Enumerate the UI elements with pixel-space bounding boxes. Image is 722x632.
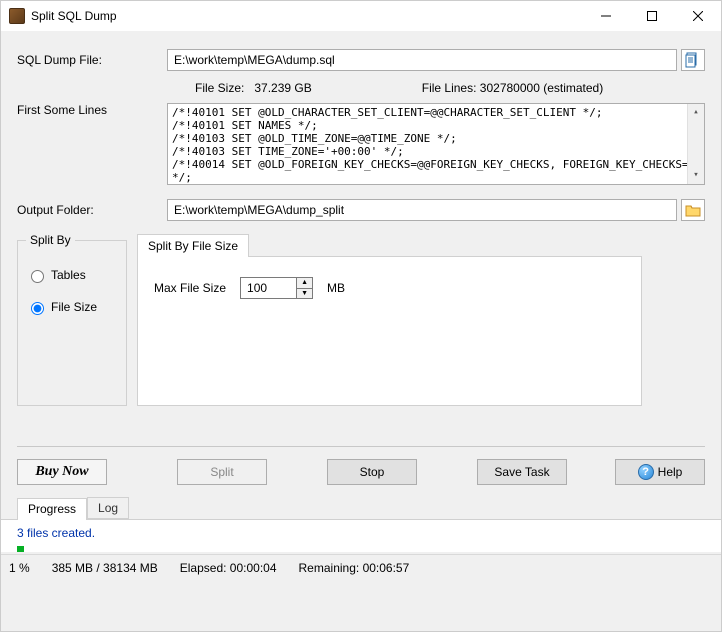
status-line: 1 % 385 MB / 38134 MB Elapsed: 00:00:04 … bbox=[1, 554, 721, 581]
client-area: SQL Dump File: File Size: 37.239 GB File… bbox=[1, 31, 721, 631]
split-by-group: Split By Tables File Size bbox=[17, 233, 127, 406]
spinner-down-icon[interactable]: ▼ bbox=[297, 289, 312, 299]
help-button[interactable]: ? Help bbox=[615, 459, 705, 485]
save-task-button[interactable]: Save Task bbox=[477, 459, 567, 485]
status-message: 3 files created. bbox=[17, 526, 705, 540]
window-title: Split SQL Dump bbox=[31, 9, 117, 23]
preview-line: /*!40103 SET @OLD_TIME_ZONE=@@TIME_ZONE … bbox=[172, 132, 700, 145]
tab-progress[interactable]: Progress bbox=[17, 498, 87, 520]
elapsed-label: Elapsed: bbox=[180, 561, 227, 575]
preview-line: /*!40103 SET TIME_ZONE='+00:00' */; bbox=[172, 145, 700, 158]
maximize-button[interactable] bbox=[629, 1, 675, 31]
output-folder-input[interactable] bbox=[167, 199, 677, 221]
file-size-label: File Size: bbox=[195, 81, 244, 95]
preview-box[interactable]: /*!40101 SET @OLD_CHARACTER_SET_CLIENT=@… bbox=[167, 103, 705, 185]
tab-split-by-filesize[interactable]: Split By File Size bbox=[137, 234, 249, 257]
remaining-value: 00:06:57 bbox=[363, 561, 410, 575]
preview-line: /*!40101 SET @OLD_CHARACTER_SET_CLIENT=@… bbox=[172, 106, 700, 119]
radio-filesize-input[interactable] bbox=[31, 302, 44, 315]
sql-dump-label: SQL Dump File: bbox=[17, 53, 167, 67]
tab-log[interactable]: Log bbox=[87, 497, 129, 519]
status-bytes: 385 MB / 38134 MB bbox=[52, 561, 158, 575]
status-area: 3 files created. bbox=[1, 519, 721, 552]
app-icon bbox=[9, 8, 25, 24]
file-lines-value: 302780000 (estimated) bbox=[480, 81, 603, 95]
status-percent: 1 % bbox=[9, 561, 30, 575]
max-file-size-spinner[interactable]: ▲ ▼ bbox=[240, 277, 313, 299]
preview-line: /*!40101 SET NAMES */; bbox=[172, 119, 700, 132]
radio-filesize-label: File Size bbox=[51, 300, 97, 314]
preview-line: /*!40014 SET @OLD_FOREIGN_KEY_CHECKS=@@F… bbox=[172, 158, 700, 184]
remaining-label: Remaining: bbox=[299, 561, 360, 575]
preview-line: /*!40101 SET @OLD_SQL_MODE=@@SQL_MODE, S… bbox=[172, 184, 700, 185]
output-folder-label: Output Folder: bbox=[17, 203, 167, 217]
split-tab-body: Max File Size ▲ ▼ MB bbox=[137, 256, 642, 406]
preview-scrollbar[interactable]: ▴ ▾ bbox=[687, 104, 704, 184]
scroll-down-icon[interactable]: ▾ bbox=[688, 167, 704, 184]
stop-button[interactable]: Stop bbox=[327, 459, 417, 485]
sql-dump-input[interactable] bbox=[167, 49, 677, 71]
file-size-value: 37.239 GB bbox=[254, 81, 311, 95]
progress-fill bbox=[17, 546, 24, 552]
help-icon: ? bbox=[638, 464, 654, 480]
file-info: File Size: 37.239 GB File Lines: 3027800… bbox=[167, 77, 705, 103]
max-file-size-input[interactable] bbox=[240, 277, 296, 299]
max-file-size-unit: MB bbox=[327, 281, 345, 295]
radio-filesize[interactable]: File Size bbox=[26, 299, 118, 315]
close-button[interactable] bbox=[675, 1, 721, 31]
scroll-up-icon[interactable]: ▴ bbox=[688, 104, 704, 121]
button-row: Buy Now Split Stop Save Task ? Help bbox=[17, 459, 705, 485]
minimize-button[interactable] bbox=[583, 1, 629, 31]
progress-bar bbox=[17, 546, 705, 552]
spinner-up-icon[interactable]: ▲ bbox=[297, 278, 312, 289]
radio-tables[interactable]: Tables bbox=[26, 267, 118, 283]
buy-now-button[interactable]: Buy Now bbox=[17, 459, 107, 485]
file-lines-label: File Lines: bbox=[422, 81, 477, 95]
help-button-label: Help bbox=[658, 465, 683, 479]
first-lines-label: First Some Lines bbox=[17, 103, 167, 117]
radio-tables-label: Tables bbox=[51, 268, 86, 282]
split-button[interactable]: Split bbox=[177, 459, 267, 485]
window-titlebar: Split SQL Dump bbox=[1, 1, 721, 31]
browse-folder-button[interactable] bbox=[681, 199, 705, 221]
elapsed-value: 00:00:04 bbox=[230, 561, 277, 575]
browse-file-button[interactable] bbox=[681, 49, 705, 71]
radio-tables-input[interactable] bbox=[31, 270, 44, 283]
max-file-size-label: Max File Size bbox=[154, 281, 226, 295]
split-by-legend: Split By bbox=[26, 233, 75, 247]
